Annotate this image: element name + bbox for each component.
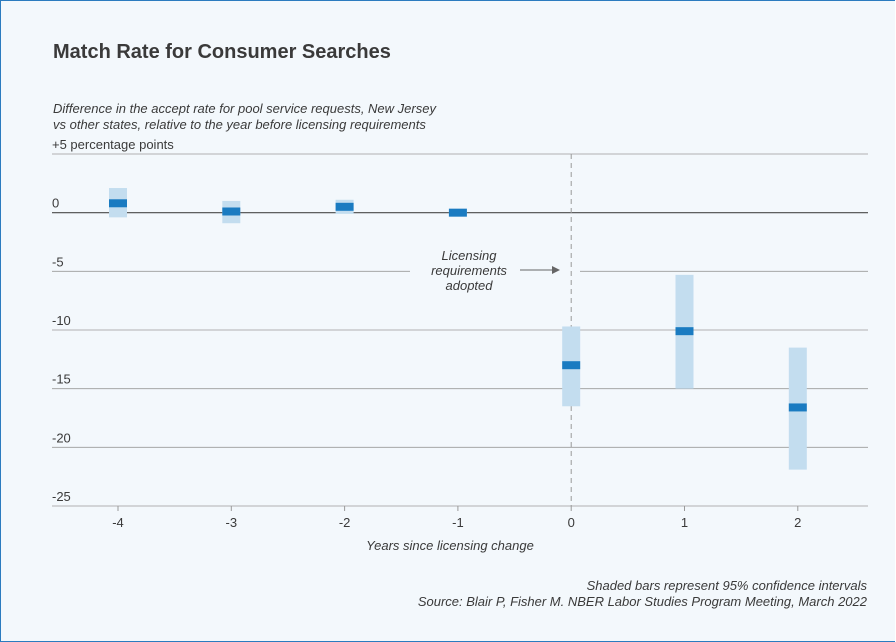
annotation-text: adopted: [446, 278, 494, 293]
x-tick-label: -2: [339, 515, 351, 530]
annotation-text: requirements: [431, 263, 507, 278]
subtitle-line: vs other states, relative to the year be…: [53, 117, 426, 132]
y-tick-label: -10: [52, 313, 71, 328]
annotation-arrowhead: [552, 266, 560, 274]
point-estimate-marker: [675, 327, 694, 336]
annotation-text: Licensing: [442, 248, 498, 263]
y-tick-label: 0: [52, 196, 59, 211]
x-tick-label: 1: [681, 515, 688, 530]
point-estimate-marker: [562, 361, 581, 370]
x-axis-title: Years since licensing change: [366, 538, 534, 553]
point-estimate-marker: [222, 207, 241, 216]
point-estimate-marker: [448, 208, 467, 217]
subtitle-line: Difference in the accept rate for pool s…: [53, 101, 436, 116]
y-tick-label: -25: [52, 489, 71, 504]
y-tick-label: -5: [52, 254, 64, 269]
x-tick-label: -4: [112, 515, 124, 530]
footnote-ci: Shaded bars represent 95% confidence int…: [586, 578, 867, 593]
chart-title: Match Rate for Consumer Searches: [53, 41, 391, 63]
footnote-source: Source: Blair P, Fisher M. NBER Labor St…: [417, 594, 867, 609]
point-estimate-marker: [788, 403, 807, 412]
point-estimate-marker: [335, 202, 354, 211]
y-tick-label: +5 percentage points: [52, 137, 174, 152]
y-tick-label: -20: [52, 430, 71, 445]
x-tick-label: 2: [794, 515, 801, 530]
chart-footnotes: Shaded bars represent 95% confidence int…: [418, 578, 867, 610]
x-tick-label: -1: [452, 515, 464, 530]
x-tick-label: 0: [568, 515, 575, 530]
point-estimate-marker: [109, 199, 127, 208]
chart-subtitle: Difference in the accept rate for pool s…: [53, 101, 523, 133]
x-tick-label: -3: [226, 515, 238, 530]
y-tick-label: -15: [52, 372, 71, 387]
